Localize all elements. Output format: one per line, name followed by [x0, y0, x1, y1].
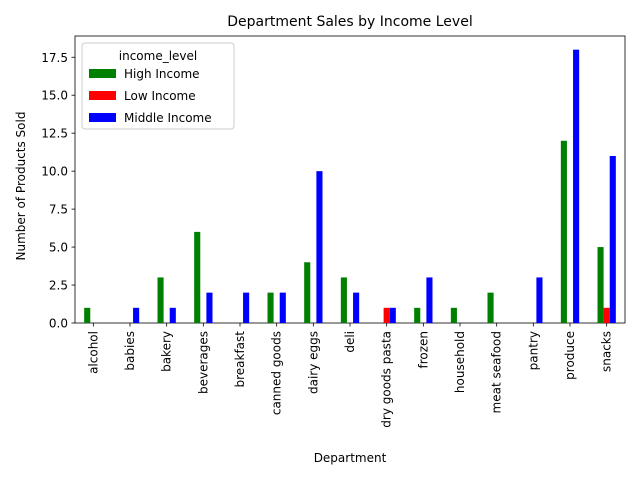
x-tick-label: household — [453, 331, 467, 393]
x-tick-label: deli — [343, 331, 357, 353]
x-tick-label: breakfast — [233, 331, 247, 388]
x-axis-label: Department — [314, 451, 387, 465]
bar-high-income-deli — [340, 277, 347, 323]
bar-high-income-canned-goods — [267, 292, 274, 323]
bar-high-income-produce — [560, 140, 567, 323]
bar-high-income-bakery — [157, 277, 164, 323]
y-tick-label: 5.0 — [49, 241, 68, 255]
x-tick-label: beverages — [196, 331, 210, 394]
bar-high-income-alcohol — [84, 307, 91, 323]
bar-low-income-snacks — [603, 307, 610, 323]
x-tick-label: dry goods pasta — [380, 331, 394, 428]
legend-label: High Income — [124, 67, 200, 81]
bar-high-income-frozen — [414, 307, 421, 323]
bar-middle-income-dry-goods-pasta — [389, 307, 396, 323]
x-tick-label: bakery — [160, 331, 174, 372]
y-tick-label: 15.0 — [41, 89, 68, 103]
y-tick-label: 10.0 — [41, 165, 68, 179]
bar-high-income-meat-seafood — [487, 292, 494, 323]
bar-high-income-beverages — [194, 231, 201, 323]
legend: income_level High Income Low Income Middle … — [81, 42, 235, 130]
x-tick-label: pantry — [526, 331, 540, 370]
x-tick-label: snacks — [600, 331, 614, 372]
legend-swatch — [89, 69, 116, 78]
bar-middle-income-canned-goods — [279, 292, 286, 323]
bar-middle-income-breakfast — [243, 292, 250, 323]
x-tick-label: babies — [123, 331, 137, 371]
chart-title: Department Sales by Income Level — [227, 14, 472, 30]
y-tick-label: 0.0 — [49, 317, 68, 331]
bar-low-income-dry-goods-pasta — [383, 307, 390, 323]
x-tick-label: dairy eggs — [306, 331, 320, 394]
x-tick-label: produce — [563, 331, 577, 380]
bar-high-income-dairy-eggs — [304, 262, 311, 323]
x-tick-label: canned goods — [270, 331, 284, 415]
bar-middle-income-pantry — [536, 277, 543, 323]
bar-middle-income-babies — [133, 307, 140, 323]
x-axis: alcohol babies bakery beverages breakfast can… — [86, 323, 614, 428]
bar-middle-income-snacks — [609, 155, 616, 323]
bar-high-income-snacks — [597, 247, 604, 323]
y-axis: 0.0 2.5 5.0 7.5 10.0 12.5 15.0 17.5 — [41, 51, 75, 331]
legend-swatch — [89, 113, 116, 122]
y-tick-label: 2.5 — [49, 279, 68, 293]
bar-middle-income-beverages — [206, 292, 213, 323]
bar-middle-income-frozen — [426, 277, 433, 323]
x-tick-label: meat seafood — [490, 331, 504, 413]
bars-group — [84, 49, 616, 324]
y-axis-label: Number of Products Sold — [14, 112, 28, 261]
x-tick-label: alcohol — [86, 331, 100, 374]
bar-middle-income-bakery — [169, 307, 176, 323]
bar-middle-income-dairy-eggs — [316, 171, 323, 323]
bar-high-income-household — [450, 307, 457, 323]
legend-label: Low Income — [124, 89, 196, 103]
x-tick-label: frozen — [416, 331, 430, 369]
bar-middle-income-produce — [573, 49, 580, 324]
legend-swatch — [89, 91, 116, 100]
y-tick-label: 17.5 — [41, 51, 68, 65]
y-tick-label: 7.5 — [49, 203, 68, 217]
legend-title: income_level — [119, 49, 198, 63]
y-tick-label: 12.5 — [41, 127, 68, 141]
bar-middle-income-deli — [353, 292, 360, 323]
legend-frame — [81, 42, 235, 130]
legend-label: Middle Income — [124, 111, 212, 125]
